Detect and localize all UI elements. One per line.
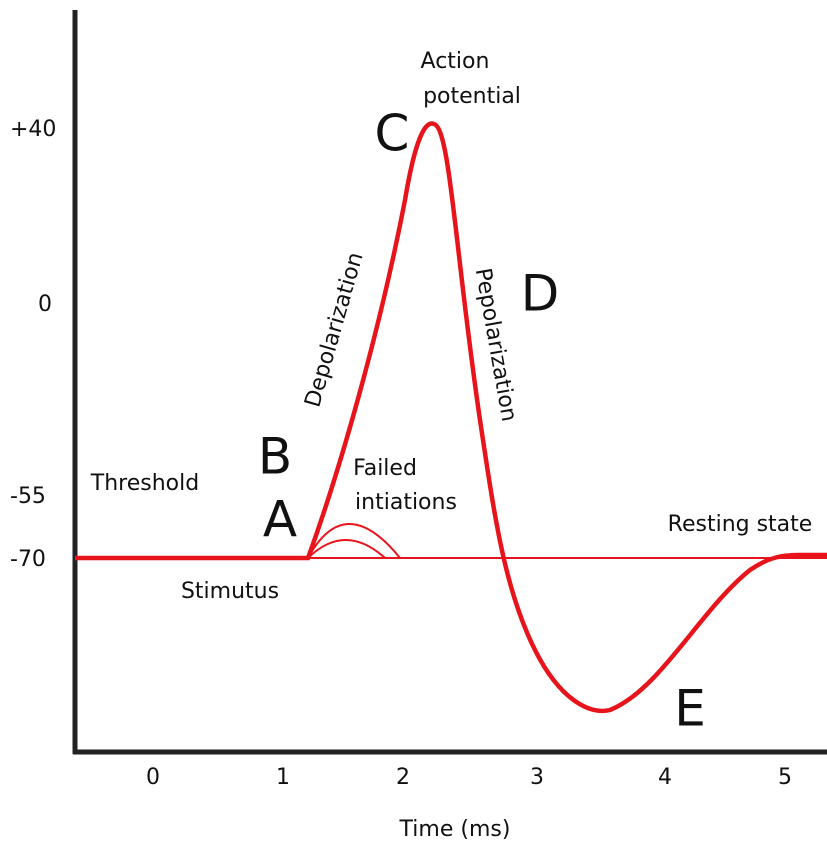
- point-label: C: [375, 105, 410, 163]
- action-potential-curve: [75, 121, 827, 714]
- point-label: A: [263, 491, 297, 549]
- point-label: E: [674, 680, 706, 738]
- y-tick-label: -55: [10, 484, 46, 509]
- annotation: Resting state: [668, 512, 813, 537]
- point-label: D: [521, 265, 560, 323]
- annotation: Stimutus: [181, 579, 279, 604]
- x-tick-label: 1: [276, 765, 290, 790]
- annotation: potential: [423, 84, 521, 109]
- annotation: Action: [421, 49, 490, 74]
- x-tick-label: 5: [778, 765, 792, 790]
- point-label: B: [258, 428, 292, 486]
- y-tick-label: +40: [10, 117, 56, 142]
- annotation: Failed: [353, 456, 417, 481]
- annotation: intiations: [355, 490, 457, 515]
- y-tick-label: -70: [10, 547, 46, 572]
- x-tick-label: 3: [530, 765, 544, 790]
- x-tick-label: 2: [396, 765, 410, 790]
- failed-initiation: [307, 523, 401, 559]
- annotation: Threshold: [90, 471, 199, 496]
- failed-initiation: [307, 539, 386, 559]
- x-axis-label: Time (ms): [399, 817, 511, 842]
- x-tick-label: 4: [658, 765, 672, 790]
- x-tick-label: 0: [146, 765, 160, 790]
- y-tick-label: 0: [38, 292, 52, 317]
